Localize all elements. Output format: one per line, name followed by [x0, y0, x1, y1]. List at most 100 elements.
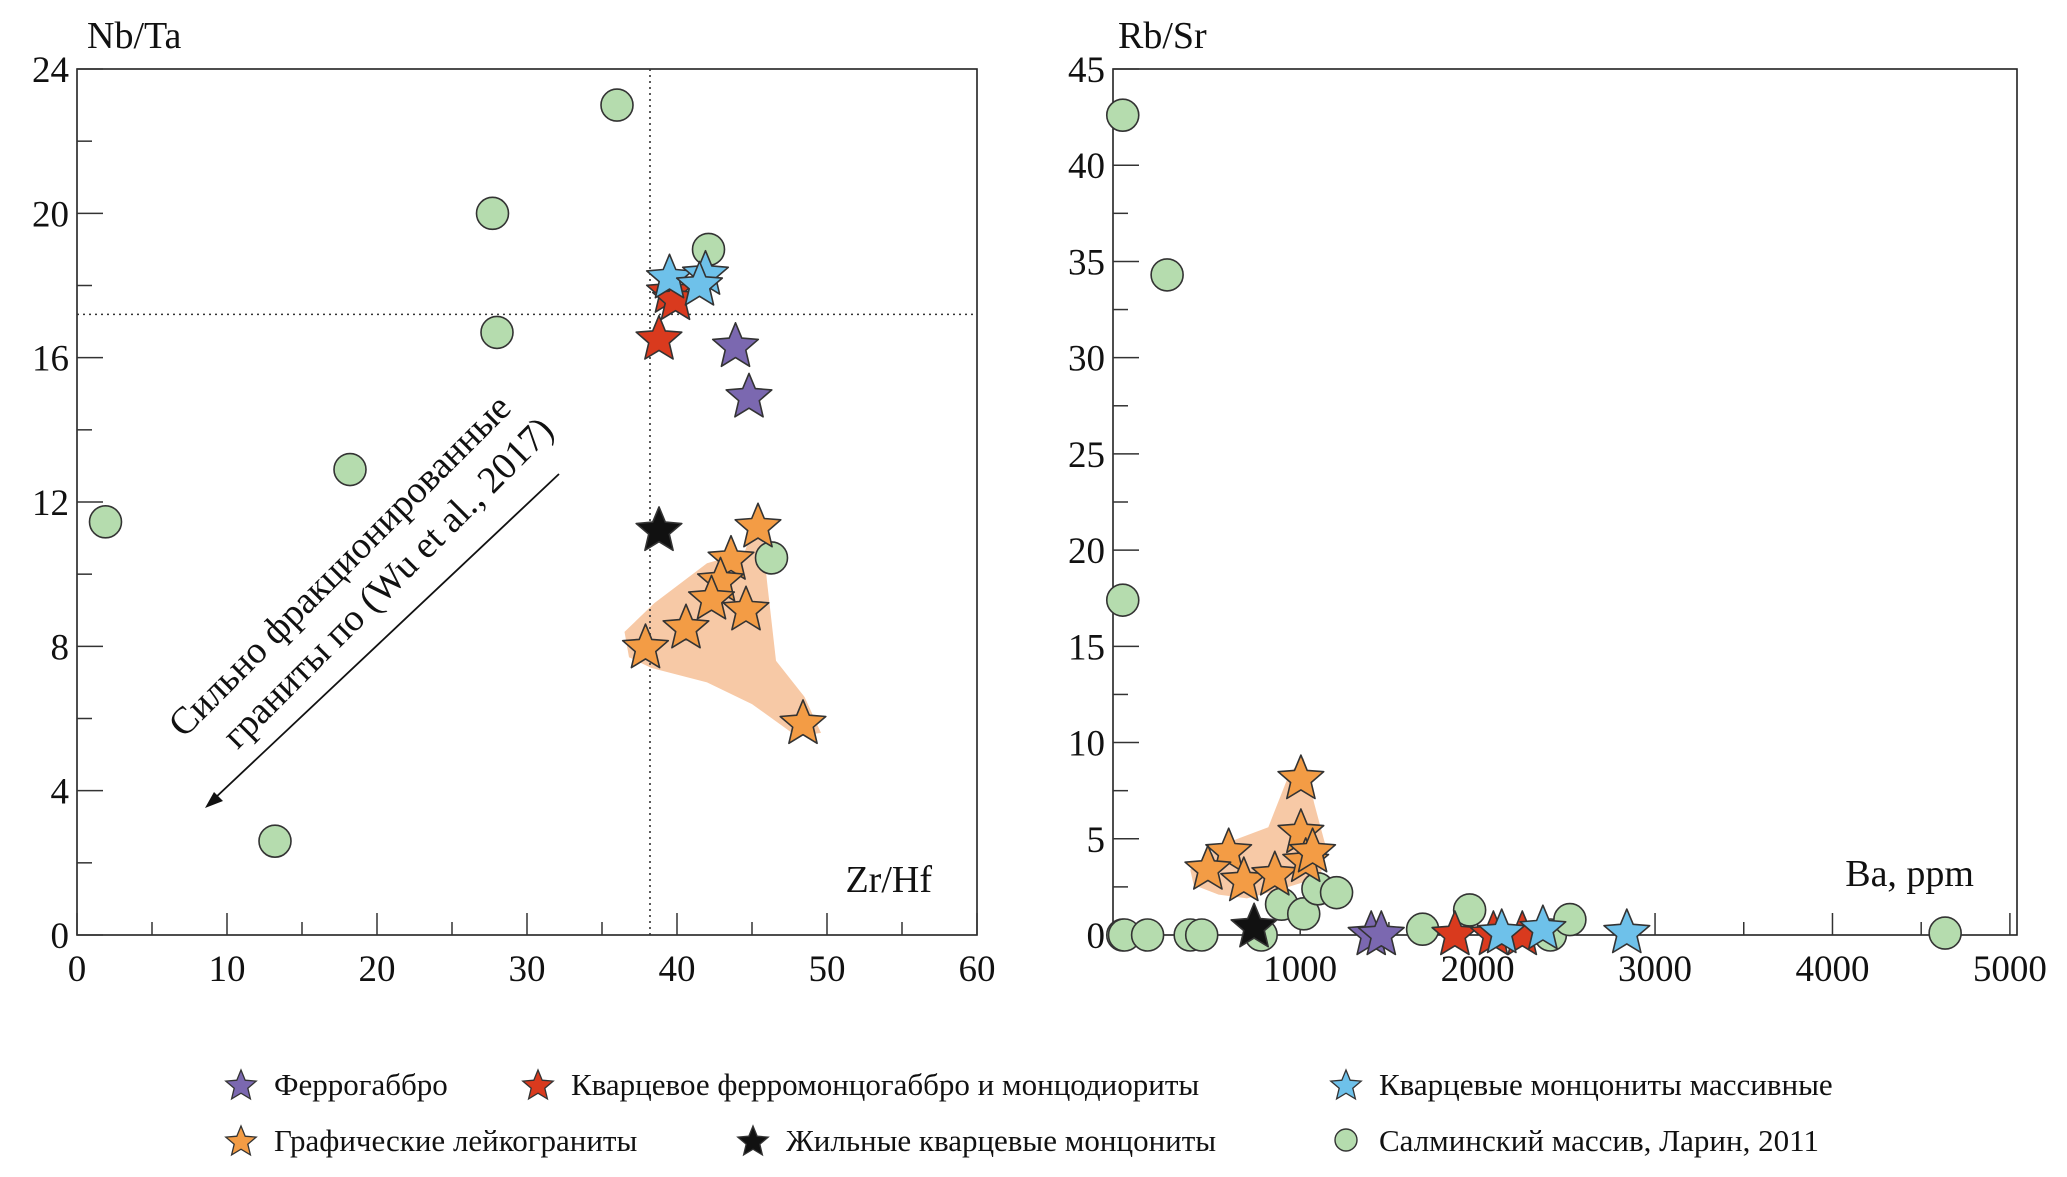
- data-point-circle: [1452, 893, 1487, 927]
- data-point-star: [1289, 827, 1337, 873]
- data-point-star: [725, 372, 773, 418]
- y-tick-label: 40: [1068, 146, 1105, 187]
- x-tick-label: 10: [209, 949, 246, 990]
- data-point-circle: [480, 315, 514, 350]
- legend-star-icon: [736, 1124, 770, 1157]
- y-axis-title: Rb/Sr: [1118, 15, 1207, 57]
- x-tick-label: 30: [509, 949, 546, 990]
- data-point-star: [621, 623, 670, 669]
- data-point-star: [662, 603, 710, 649]
- data-point-circle: [258, 824, 292, 858]
- legend-label: Жильные кварцевые монцониты: [786, 1123, 1216, 1158]
- y-tick-label: 5: [1087, 820, 1106, 861]
- legend-item: Графические лейкограниты: [224, 1123, 637, 1158]
- annotation-line-2: граниты по (Wu et al., 2017): [214, 409, 562, 757]
- y-tick-label: 24: [32, 50, 69, 91]
- y-axis-title: Nb/Ta: [87, 15, 182, 57]
- legend: Феррогаббро Кварцевое ферромонцогаббро и …: [224, 1067, 1833, 1158]
- y-tick-label: 15: [1068, 627, 1105, 668]
- series-group-2: [645, 249, 730, 306]
- series-group-4: [1230, 902, 1278, 948]
- legend-item: Кварцевые монцониты массивные: [1329, 1067, 1833, 1102]
- data-point-circle: [333, 452, 367, 487]
- data-point-star: [1277, 754, 1325, 800]
- data-point-star: [1519, 904, 1567, 950]
- fractionation-arrow: [213, 473, 560, 800]
- data-point-circle: [1286, 897, 1321, 931]
- data-point-star: [1357, 910, 1405, 956]
- legend-star-icon: [224, 1124, 258, 1157]
- legend-label: Кварцевое ферромонцогаббро и монцодиорит…: [571, 1067, 1199, 1102]
- plot-rbsr-vs-ba: Rb/Sr Ba, ppm 1000 2000 3000 4000 5000 0 5 10 15…: [1068, 15, 2047, 990]
- y-tick-label: 30: [1068, 339, 1105, 380]
- x-axis-title: Ba, ppm: [1845, 853, 1974, 895]
- data-point-circle: [600, 88, 634, 122]
- data-point-star: [1478, 908, 1526, 954]
- legend-star-icon: [521, 1068, 555, 1101]
- series-group-3: [621, 502, 827, 745]
- data-point-star: [675, 260, 724, 306]
- legend-label: Графические лейкограниты: [274, 1123, 637, 1158]
- y-tick-label: 20: [1068, 531, 1105, 572]
- x-tick-label: 1000: [1263, 949, 1337, 990]
- series-salmi-massif: [88, 88, 789, 858]
- legend-item: Феррогаббро: [224, 1067, 448, 1102]
- series-group-3: [1184, 754, 1337, 902]
- data-point-star: [779, 699, 827, 745]
- y-tick-label: 35: [1068, 242, 1105, 283]
- data-point-star: [1251, 850, 1299, 896]
- data-point-star: [1230, 902, 1278, 948]
- data-point-star: [635, 506, 683, 552]
- annotation-line-1: Сильно фракционированные: [160, 386, 519, 745]
- x-tick-label: 40: [659, 949, 696, 990]
- data-point-circle: [1150, 258, 1184, 292]
- x-tick-label: 2000: [1441, 949, 1515, 990]
- data-point-star: [722, 585, 770, 631]
- legend-item: Жильные кварцевые монцониты: [736, 1123, 1216, 1158]
- legend-item: Салминский массив, Ларин, 2011: [1334, 1123, 1819, 1158]
- data-point-circle: [1928, 916, 1962, 950]
- data-point-star: [1603, 908, 1651, 954]
- field-layer: [624, 509, 821, 737]
- series-group-0: [1347, 910, 1405, 956]
- legend-label: Салминский массив, Ларин, 2011: [1379, 1123, 1819, 1158]
- y-tick-label: 45: [1068, 50, 1105, 91]
- x-tick-label: 4000: [1795, 949, 1869, 990]
- x-tick-label: 0: [68, 949, 87, 990]
- y-tick-label: 12: [32, 483, 69, 524]
- series-group-0: [711, 321, 773, 418]
- plot-nbta-vs-zrhf: Nb/Ta Zr/Hf Сильно фракционированные гра…: [32, 15, 996, 990]
- data-point-circle: [1105, 583, 1140, 617]
- data-point-circle: [475, 196, 510, 231]
- data-point-star: [687, 574, 736, 620]
- leucogranite-field: [624, 509, 821, 737]
- x-tick-label: 3000: [1618, 949, 1692, 990]
- legend-star-icon: [1329, 1068, 1363, 1101]
- data-point-circle: [1130, 918, 1165, 952]
- data-point-star: [734, 502, 782, 548]
- series-salmi-massif: [1105, 98, 1962, 952]
- data-point-circle: [88, 505, 123, 539]
- data-point-circle: [1553, 902, 1587, 937]
- y-tick-label: 25: [1068, 435, 1105, 476]
- y-tick-label: 0: [51, 916, 70, 957]
- data-point-star: [711, 321, 760, 368]
- legend-label: Кварцевые монцониты массивные: [1379, 1067, 1833, 1102]
- x-tick-label: 20: [359, 949, 396, 990]
- legend-item: Кварцевое ферромонцогаббро и монцодиорит…: [521, 1067, 1199, 1102]
- series-group-4: [635, 506, 683, 552]
- x-tick-label: 60: [959, 949, 996, 990]
- series-group-2: [1478, 904, 1651, 954]
- legend-star-icon: [224, 1068, 258, 1101]
- legend-label: Феррогаббро: [274, 1067, 448, 1102]
- legend-circle-icon: [1334, 1128, 1358, 1152]
- data-point-circle: [1184, 918, 1219, 952]
- x-axis-title: Zr/Hf: [845, 859, 932, 901]
- y-tick-label: 16: [32, 339, 69, 380]
- x-tick-label: 50: [809, 949, 846, 990]
- data-point-circle: [1105, 98, 1140, 132]
- annotation: Сильно фракционированные граниты по (Wu …: [160, 386, 562, 757]
- y-tick-label: 20: [32, 194, 69, 235]
- y-tick-label: 0: [1087, 916, 1106, 957]
